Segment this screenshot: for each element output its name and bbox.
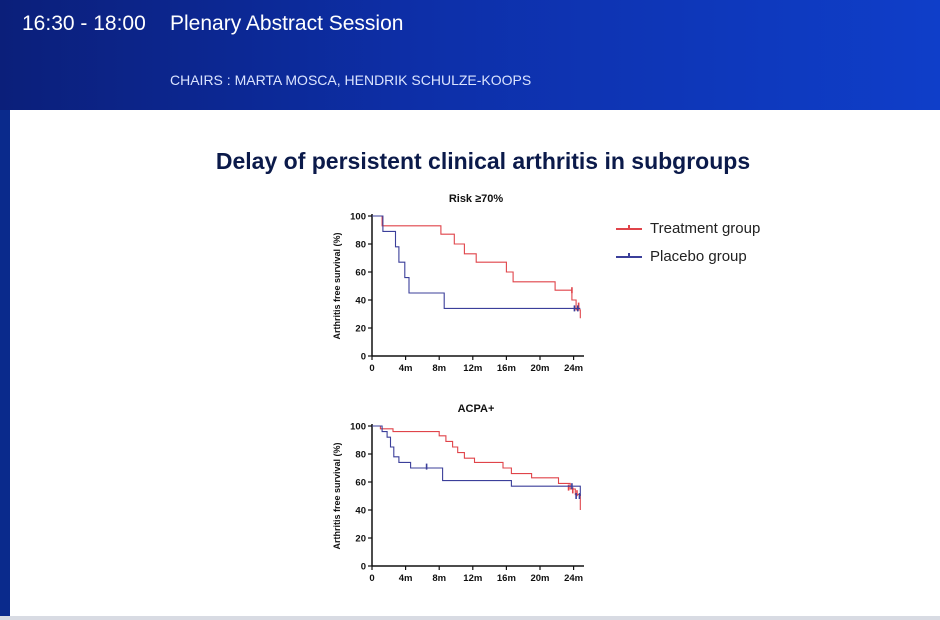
y-axis-label: Arthritis free survival (%) — [332, 442, 342, 549]
slide-title: Delay of persistent clinical arthritis i… — [215, 148, 751, 174]
y-tick-label: 60 — [355, 268, 366, 279]
y-tick-label: 80 — [355, 240, 366, 251]
x-tick-label: 16m — [497, 363, 516, 374]
y-tick-label: 0 — [361, 352, 366, 363]
y-tick-label: 40 — [355, 296, 366, 307]
x-tick-label: 12m — [463, 363, 482, 374]
x-tick-label: 0 — [369, 573, 374, 584]
y-tick-label: 0 — [361, 562, 366, 573]
legend-marker-placebo — [628, 253, 630, 258]
x-tick-label: 12m — [463, 573, 482, 584]
chart-title: ACPA+ — [458, 403, 495, 415]
session-time: 16:30 - 18:00 — [22, 12, 146, 35]
legend-marker-treatment — [628, 225, 630, 230]
x-tick-label: 16m — [497, 573, 516, 584]
x-tick-label: 20m — [530, 363, 549, 374]
session-title: Plenary Abstract Session — [170, 12, 404, 35]
y-tick-label: 100 — [350, 422, 366, 433]
series-line-placebo — [372, 215, 581, 309]
y-tick-label: 20 — [355, 534, 366, 545]
x-tick-label: 8m — [432, 573, 446, 584]
y-axis-label: Arthritis free survival (%) — [332, 232, 342, 339]
bottom-divider — [0, 616, 940, 620]
x-tick-label: 4m — [399, 363, 413, 374]
series-line-treatment — [372, 425, 581, 510]
x-tick-label: 24m — [564, 363, 583, 374]
chart-title: Risk ≥70% — [449, 193, 504, 205]
chart-legend: Treatment group Placebo group — [614, 214, 814, 270]
y-tick-label: 100 — [350, 212, 366, 223]
series-line-placebo — [372, 425, 581, 496]
session-header: 16:30 - 18:00 Plenary Abstract Session C… — [0, 0, 940, 110]
y-tick-label: 20 — [355, 324, 366, 335]
x-tick-label: 24m — [564, 573, 583, 584]
x-tick-label: 20m — [530, 573, 549, 584]
y-tick-label: 60 — [355, 478, 366, 489]
x-tick-label: 8m — [432, 363, 446, 374]
x-tick-label: 0 — [369, 363, 374, 374]
legend-item-placebo: Placebo group — [614, 246, 814, 268]
x-tick-label: 4m — [399, 573, 413, 584]
session-chairs: CHAIRS : MARTA MOSCA, HENDRIK SCHULZE-KO… — [170, 72, 532, 88]
km-chart-risk70: Risk ≥70% Arthritis free survival (%) 0 20 4… — [332, 193, 584, 374]
y-tick-label: 40 — [355, 506, 366, 517]
y-tick-label: 80 — [355, 450, 366, 461]
series-line-treatment — [372, 215, 581, 319]
legend-label-placebo: Placebo group — [650, 248, 747, 265]
legend-label-treatment: Treatment group — [650, 220, 761, 237]
legend-item-treatment: Treatment group — [614, 218, 814, 240]
km-chart-acpa: ACPA+ Arthritis free survival (%) 0 20 40 60 8… — [332, 403, 584, 584]
presentation-slide: Delay of persistent clinical arthritis i… — [10, 110, 940, 616]
